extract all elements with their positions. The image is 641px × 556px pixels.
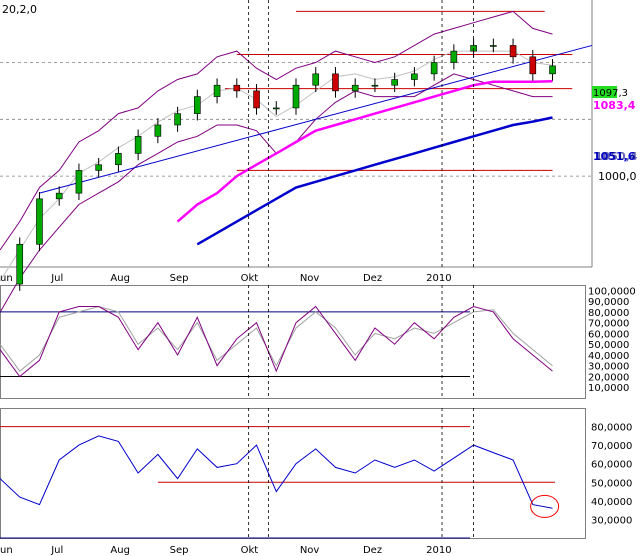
x-tick-label: Sep (170, 545, 189, 556)
rsi-tick-label: 40,0000 (591, 497, 632, 508)
stoch-k-line (0, 305, 553, 378)
candle-body (272, 107, 280, 110)
highlight-circle (530, 494, 560, 518)
x-tick-label: 2010 (426, 273, 451, 284)
ma-blue-line (196, 116, 553, 246)
x-tick-label: Jul (50, 273, 63, 284)
stoch-tick-label: 100,0000 (588, 286, 636, 297)
candle-body (233, 84, 241, 92)
candle-body (16, 243, 24, 285)
x-tick-label: un (0, 545, 13, 556)
pink-ma-label: 1083,4 (593, 99, 636, 112)
candle-body (332, 73, 339, 92)
trendline (39, 44, 593, 194)
rsi-tick-label: 30,0000 (591, 515, 632, 526)
candle-body (490, 45, 497, 47)
x-tick-label: Nov (300, 273, 320, 284)
last-price-badge (592, 86, 617, 98)
candle-body (154, 124, 162, 137)
stoch-tick-label: 30,0000 (588, 362, 629, 373)
candle-body (253, 90, 260, 109)
candle-body (36, 198, 43, 245)
candle-body (411, 73, 418, 80)
candle-body (194, 96, 201, 114)
candle-body (115, 153, 122, 166)
candle-body (430, 62, 438, 75)
x-tick-label: Aug (110, 273, 130, 284)
rsi-line (0, 435, 553, 509)
bollinger-upper-line (0, 10, 553, 251)
stoch-tick-label: 80,0000 (588, 308, 629, 319)
rsi-tick-label: 80,0000 (591, 423, 632, 434)
price-panel: 1000,0 (0, 10, 637, 313)
x-tick-label: Dez (363, 273, 382, 284)
rsi-tick-label: 70,0000 (591, 441, 632, 452)
stoch-tick-label: 50,0000 (588, 340, 629, 351)
bollinger-mid-line (0, 50, 553, 282)
candle-body (391, 79, 398, 86)
candle-body (529, 56, 537, 75)
candle-body (292, 84, 300, 109)
stoch-d-line (0, 305, 553, 372)
stoch-tick-label: 40,0000 (588, 351, 629, 362)
stoch-tick-label: 70,0000 (588, 319, 629, 330)
candle-body (371, 84, 379, 87)
x-tick-label: Jul (50, 545, 63, 556)
grey-ma-label: 1050,4 (595, 150, 638, 163)
candle-body (450, 50, 458, 63)
x-axis: un un Jul Jul Aug Aug Sep Sep Okt Okt Nov Nov Dez Dez… (0, 0, 475, 556)
rsi-tick-label: 60,0000 (591, 460, 632, 471)
blue-ma-label: 1051,6 (593, 150, 636, 163)
x-tick-label: Nov (300, 545, 320, 556)
x-tick-label: Dez (363, 545, 382, 556)
stoch-tick-label: 10,0000 (588, 383, 629, 394)
rsi-tick-label: 50,0000 (591, 478, 632, 489)
x-tick-label: Aug (110, 545, 130, 556)
candle-body (174, 113, 181, 126)
candle-body (509, 45, 517, 58)
candle-body (213, 84, 221, 97)
x-tick-label: Sep (170, 273, 189, 284)
price-badges: 1097,3 1083,4 1051,6 1050,4 (592, 86, 638, 163)
candle-body (351, 84, 359, 92)
indicator-label: 20,2,0 (2, 3, 37, 16)
candle-body (549, 65, 556, 75)
candle-body (95, 164, 102, 171)
ma-pink-line (176, 80, 553, 223)
price-tick-label: 1000,0 (598, 170, 637, 183)
candle-body (75, 170, 83, 194)
stochastic-panel: 100,000090,000080,000070,000060,000050,0… (0, 286, 636, 394)
candle-body (55, 192, 63, 200)
stoch-tick-label: 20,0000 (588, 372, 629, 383)
candle-body (134, 136, 142, 154)
stoch-tick-label: 60,0000 (588, 329, 629, 340)
x-tick-label: Okt (241, 273, 259, 284)
last-price-label: 1097,3 (593, 88, 628, 99)
rsi-panel: 80,0000 70,0000 60,0000 50,0000 40,0000 30,00… (0, 423, 632, 539)
stoch-tick-label: 90,0000 (588, 297, 629, 308)
candle-body (312, 73, 320, 86)
x-tick-label: Okt (241, 545, 259, 556)
x-tick-label: 2010 (426, 545, 451, 556)
x-tick-label: un (0, 273, 13, 284)
